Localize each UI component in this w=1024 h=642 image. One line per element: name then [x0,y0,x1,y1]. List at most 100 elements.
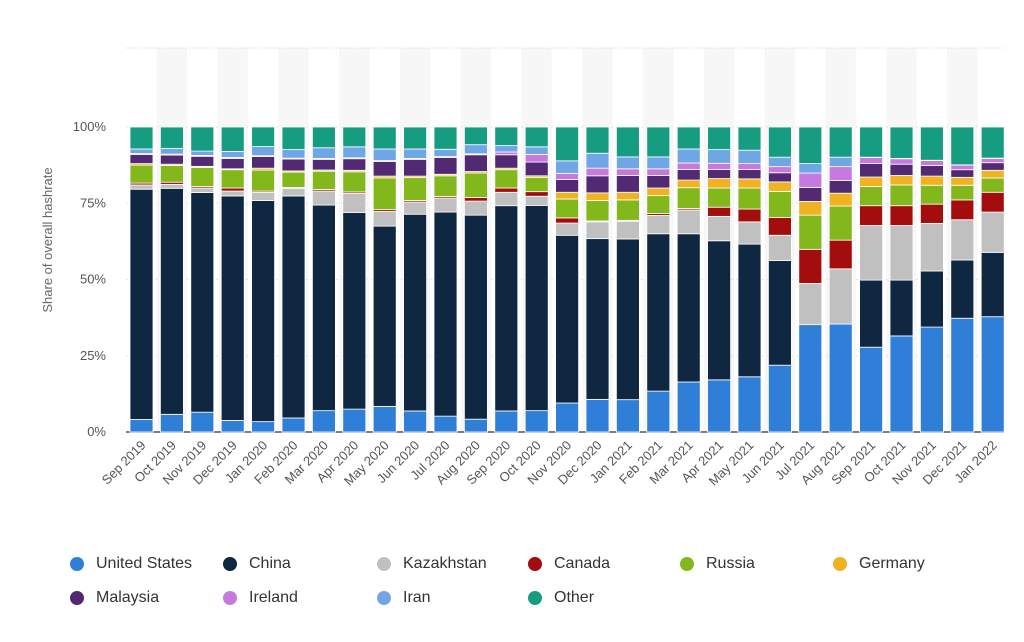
bar-segment-united-states[interactable] [251,421,276,433]
bar-segment-germany[interactable] [798,201,823,216]
bar-segment-kazakhstan[interactable] [129,184,154,190]
bar-segment-kazakhstan[interactable] [798,283,823,326]
bar-segment-other[interactable] [768,126,792,158]
bar-segment-china[interactable] [220,195,245,421]
legend-item-russia[interactable]: Russia [680,554,755,574]
bar-segment-germany[interactable] [555,191,579,200]
bar-segment-russia[interactable] [433,175,458,197]
bar-segment-malaysia[interactable] [281,158,306,172]
bar-segment-kazakhstan[interactable] [555,222,579,236]
bar-segment-china[interactable] [494,205,519,412]
bar-segment-iran[interactable] [737,149,762,164]
bar-segment-ireland[interactable] [707,162,731,170]
bar-segment-russia[interactable] [768,190,792,218]
bar-segment-china[interactable] [768,260,792,366]
bar-segment-canada[interactable] [768,217,792,236]
bar-segment-china[interactable] [433,211,458,417]
bar-segment-malaysia[interactable] [980,162,1005,171]
bar-segment-united-states[interactable] [403,410,428,433]
bar-segment-iran[interactable] [281,149,306,159]
bar-segment-russia[interactable] [980,177,1005,193]
bar-segment-united-states[interactable] [950,317,975,433]
bar-segment-ireland[interactable] [646,168,671,176]
bar-segment-kazakhstan[interactable] [190,187,215,193]
bar-segment-kazakhstan[interactable] [494,191,519,207]
bar-segment-united-states[interactable] [768,364,792,433]
bar-segment-russia[interactable] [798,214,823,250]
bar-segment-russia[interactable] [463,172,488,198]
bar-segment-iran[interactable] [524,146,549,155]
bar-segment-ireland[interactable] [585,167,610,177]
bar-segment-united-states[interactable] [190,411,215,433]
bar-segment-malaysia[interactable] [646,175,671,189]
legend-item-iran[interactable]: Iran [377,588,431,608]
bar-segment-malaysia[interactable] [494,154,519,169]
bar-segment-china[interactable] [676,233,701,383]
bar-segment-russia[interactable] [403,177,428,201]
bar-segment-germany[interactable] [950,176,975,186]
bar-segment-iran[interactable] [372,148,397,161]
bar-segment-kazakhstan[interactable] [342,193,367,213]
bar-segment-china[interactable] [950,259,975,319]
bar-segment-kazakhstan[interactable] [737,221,762,245]
bar-segment-china[interactable] [463,214,488,420]
legend-item-other[interactable]: Other [528,588,594,608]
bar-segment-canada[interactable] [980,191,1005,213]
bar-segment-china[interactable] [342,211,367,410]
bar-segment-iran[interactable] [342,146,367,159]
bar-segment-other[interactable] [220,126,245,152]
bar-segment-canada[interactable] [828,239,853,270]
bar-segment-other[interactable] [190,126,215,152]
bar-segment-united-states[interactable] [798,324,823,433]
legend-item-canada[interactable]: Canada [528,554,610,574]
bar-segment-malaysia[interactable] [129,154,154,164]
bar-segment-malaysia[interactable] [737,168,762,180]
bar-segment-other[interactable] [676,126,701,150]
bar-segment-malaysia[interactable] [190,155,215,167]
bar-segment-kazakhstan[interactable] [889,225,914,281]
bar-segment-germany[interactable] [828,192,853,207]
bar-segment-china[interactable] [859,279,883,348]
bar-segment-iran[interactable] [251,146,276,157]
bar-segment-united-states[interactable] [585,398,610,433]
bar-segment-other[interactable] [159,126,184,149]
bar-segment-kazakhstan[interactable] [220,190,245,197]
bar-segment-germany[interactable] [768,181,792,192]
bar-segment-russia[interactable] [920,184,944,205]
bar-segment-canada[interactable] [220,187,245,192]
bar-segment-other[interactable] [403,126,428,150]
bar-segment-malaysia[interactable] [585,175,610,194]
bar-segment-russia[interactable] [251,169,276,192]
legend-item-ireland[interactable]: Ireland [223,588,298,608]
bar-segment-iran[interactable] [403,148,428,159]
bar-segment-kazakhstan[interactable] [585,221,610,240]
bar-segment-malaysia[interactable] [920,165,944,177]
legend-item-malaysia[interactable]: Malaysia [70,588,159,608]
bar-segment-canada[interactable] [707,206,731,217]
bar-segment-ireland[interactable] [859,157,883,164]
bar-segment-other[interactable] [372,126,397,150]
bar-segment-russia[interactable] [585,200,610,222]
bar-segment-united-states[interactable] [159,413,184,433]
bar-segment-iran[interactable] [433,148,458,157]
bar-segment-kazakhstan[interactable] [707,215,731,242]
bar-segment-kazakhstan[interactable] [646,215,671,235]
bar-segment-china[interactable] [555,234,579,404]
bar-segment-malaysia[interactable] [889,163,914,176]
bar-segment-canada[interactable] [524,191,549,197]
bar-segment-united-states[interactable] [646,390,671,433]
bar-segment-malaysia[interactable] [555,179,579,193]
bar-segment-kazakhstan[interactable] [251,191,276,201]
bar-segment-russia[interactable] [859,186,883,207]
bar-segment-china[interactable] [403,213,428,412]
bar-segment-ireland[interactable] [798,172,823,188]
bar-segment-united-states[interactable] [707,379,731,433]
bar-segment-germany[interactable] [616,191,640,201]
bar-segment-china[interactable] [980,251,1005,318]
bar-segment-germany[interactable] [707,178,731,189]
bar-segment-germany[interactable] [920,175,944,186]
bar-segment-kazakhstan[interactable] [281,187,306,197]
bar-segment-kazakhstan[interactable] [433,197,458,213]
bar-segment-ireland[interactable] [676,162,701,170]
bar-segment-iran[interactable] [798,163,823,174]
